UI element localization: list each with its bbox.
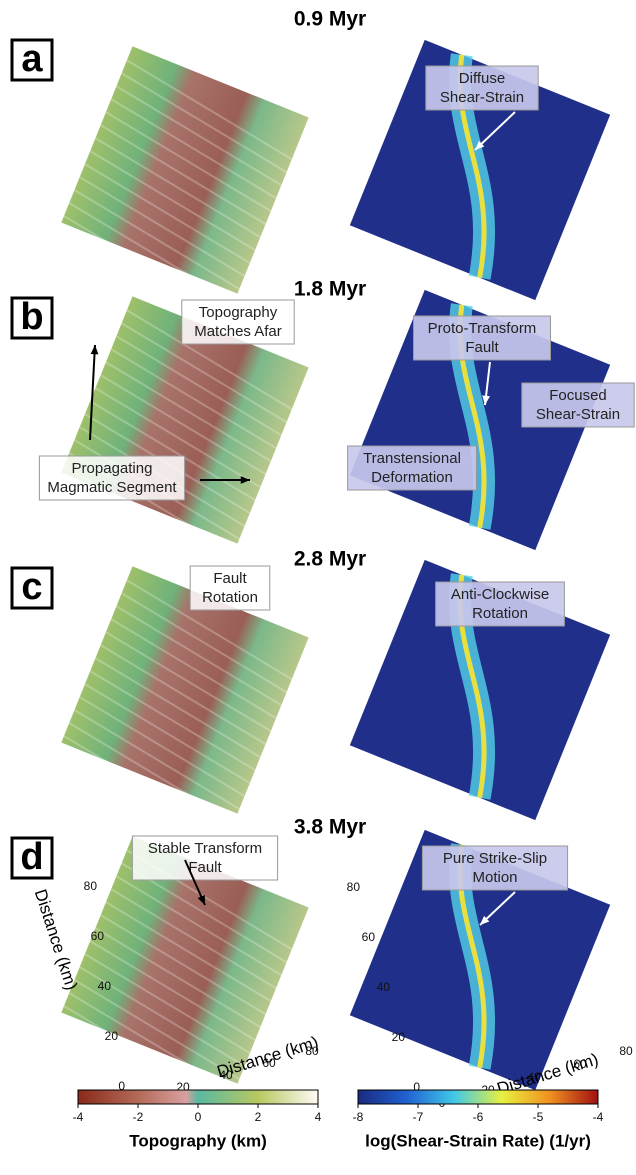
right-y-tick: 80: [347, 880, 361, 894]
left-y-tick: 40: [98, 979, 112, 993]
annotation-text: Propagating: [72, 460, 153, 477]
annotation-text: Stable Transform: [148, 840, 262, 857]
panel-letter: d: [20, 836, 43, 878]
left-y-tick: 20: [105, 1029, 119, 1043]
annotation-text: Topography: [199, 304, 278, 321]
annotation-text: Matches Afar: [194, 323, 282, 340]
colorbar-tick-label: -5: [533, 1110, 544, 1124]
topography-map: [53, 46, 309, 315]
colorbar-title: Topography (km): [129, 1131, 267, 1150]
annotation-text: Rotation: [472, 605, 528, 622]
colorbar-tick-label: -4: [73, 1110, 84, 1124]
annotation-text: Shear-Strain: [440, 89, 524, 106]
panel-letter: c: [21, 566, 42, 608]
annotation-text: Transtensional: [363, 450, 461, 467]
right-y-tick: 60: [362, 930, 376, 944]
arrow-head: [91, 345, 99, 354]
colorbar-tick-label: -7: [413, 1110, 424, 1124]
annotation-text: Fault: [213, 570, 247, 587]
colorbar: [358, 1090, 598, 1104]
left-y-axis-label: Distance (km): [31, 887, 81, 993]
time-label: 0.9 Myr: [294, 8, 366, 31]
colorbar-tick-label: -6: [473, 1110, 484, 1124]
colorbar-tick-label: 2: [255, 1110, 262, 1124]
left-y-tick: 60: [91, 929, 105, 943]
colorbar-title: log(Shear-Strain Rate) (1/yr): [365, 1131, 591, 1150]
time-label: 1.8 Myr: [294, 278, 366, 301]
annotation-text: Pure Strike-Slip: [443, 850, 547, 867]
left-y-tick: 80: [84, 879, 98, 893]
right-x-tick: 80: [619, 1044, 633, 1058]
colorbar-tick-label: -4: [593, 1110, 604, 1124]
panel-letter: a: [21, 38, 43, 80]
colorbar-tick-label: -8: [353, 1110, 364, 1124]
annotation-text: Anti-Clockwise: [451, 586, 549, 603]
panel-letter: b: [20, 296, 43, 338]
annotation-text: Magmatic Segment: [47, 479, 177, 496]
annotation-text: Fault: [465, 339, 499, 356]
colorbar-tick-label: 4: [315, 1110, 322, 1124]
right-y-tick: 40: [377, 980, 391, 994]
annotation-text: Motion: [472, 869, 517, 886]
right-y-tick: 20: [392, 1030, 406, 1044]
annotation-text: Rotation: [202, 589, 258, 606]
colorbar-tick-label: -2: [133, 1110, 144, 1124]
annotation-text: Diffuse: [459, 70, 505, 87]
annotation-text: Focused: [549, 387, 607, 404]
annotation-text: Proto-Transform: [428, 320, 537, 337]
colorbar-tick-label: 0: [195, 1110, 202, 1124]
annotation-text: Shear-Strain: [536, 406, 620, 423]
annotation-text: Deformation: [371, 469, 453, 486]
time-label: 2.8 Myr: [294, 548, 366, 571]
time-label: 3.8 Myr: [294, 816, 366, 839]
figure: a 0.9 Myr Diffuse Shear-Strain b 1.8 Myr Topog…: [0, 0, 636, 1175]
annotation-text: Fault: [188, 859, 222, 876]
colorbar: [78, 1090, 318, 1104]
